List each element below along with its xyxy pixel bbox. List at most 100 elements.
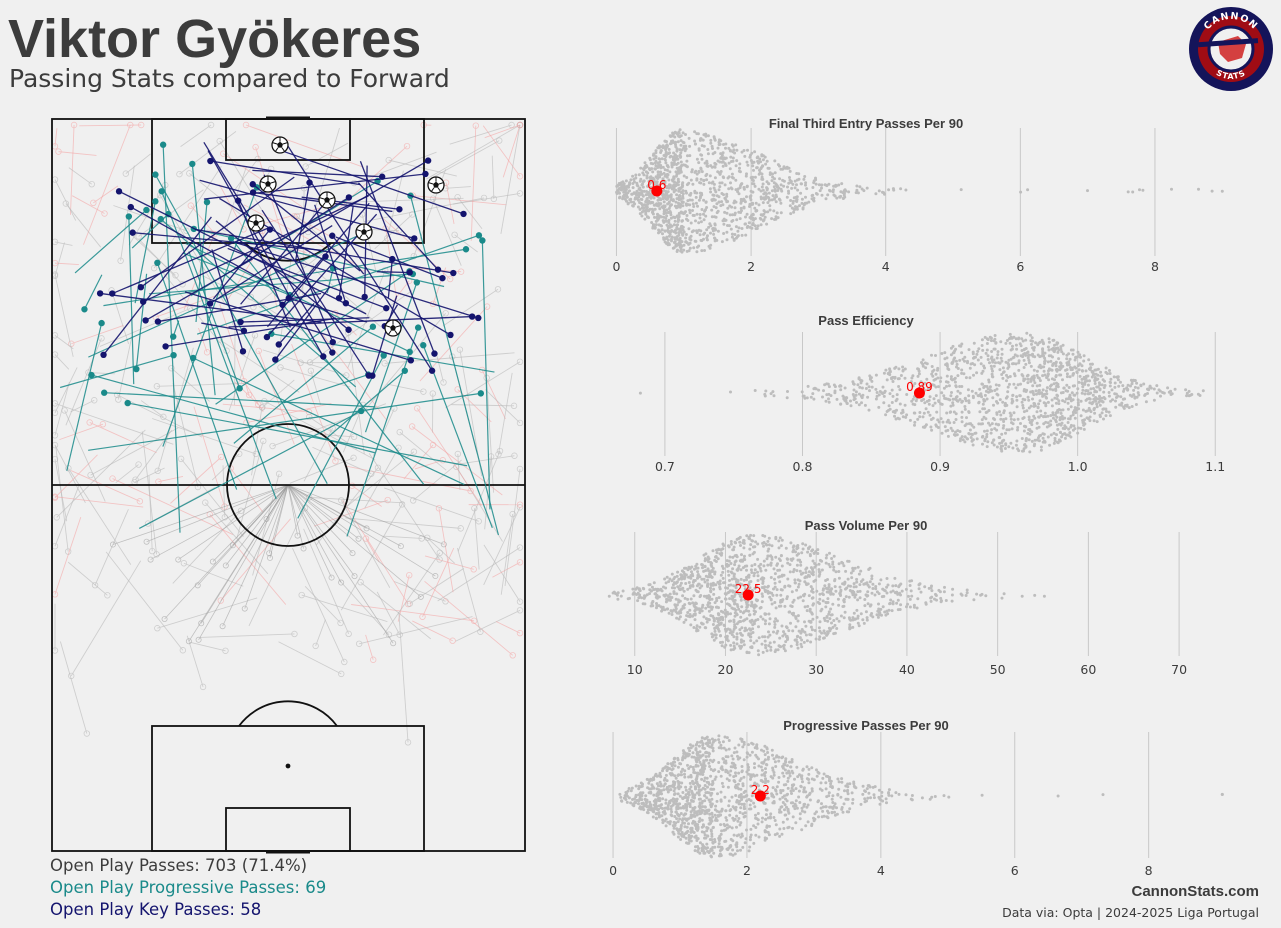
completed-pass (304, 585, 344, 627)
kickoff-pass (287, 484, 307, 552)
key-pass (284, 141, 436, 374)
unsuccessful-pass (109, 475, 234, 535)
progressive-pass (138, 407, 365, 529)
completed-pass (457, 547, 484, 635)
completed-pass (454, 450, 462, 490)
completed-pass (357, 579, 432, 640)
stat-progressive-passes: Open Play Progressive Passes: 69 (50, 878, 327, 897)
unsuccessful-pass (470, 122, 479, 241)
progressive-pass (189, 354, 465, 486)
unsuccessful-pass (495, 621, 524, 637)
kickoff-pass (161, 484, 289, 623)
unsuccessful-pass (70, 470, 144, 505)
completed-pass (344, 448, 418, 509)
key-pass (377, 269, 413, 276)
unsuccessful-pass (71, 195, 108, 217)
penalty-spot-bottom (285, 763, 291, 769)
data-source: Data via: Opta | 2024-2025 Liga Portugal (1002, 905, 1259, 920)
completed-pass (199, 630, 298, 638)
ball-icon (355, 223, 373, 241)
completed-pass (297, 359, 364, 366)
key-pass (301, 196, 403, 213)
completed-pass (385, 156, 457, 177)
progressive-pass (158, 188, 277, 500)
progressive-pass (196, 232, 483, 335)
player-value-label: 22.5 (735, 582, 762, 596)
key-pass (201, 322, 248, 335)
completed-pass (456, 452, 518, 465)
tick-label: 70 (1171, 662, 1187, 677)
kickoff-pass (287, 484, 362, 542)
stat-open-play-passes: Open Play Passes: 703 (71.4%) (50, 856, 308, 875)
completed-pass (115, 335, 133, 403)
center-circle (226, 423, 350, 547)
completed-pass (115, 461, 142, 484)
kickoff-pass (198, 484, 289, 627)
tick-label: 8 (1151, 259, 1159, 274)
unsuccessful-pass (59, 421, 107, 441)
completed-pass (87, 427, 179, 479)
kickoff-pass (109, 484, 289, 548)
swarm-chart-1: 0.6 Final Third Entry Passes Per 90 0 2 4 6 8 (612, 116, 1224, 274)
tick-label: 20 (718, 662, 734, 677)
progressive-pass (59, 351, 177, 389)
unsuccessful-pass (435, 505, 454, 593)
completed-pass (428, 137, 503, 180)
unsuccessful-pass (79, 121, 145, 129)
ball-icon (318, 191, 336, 209)
tick-label: 0 (609, 863, 617, 878)
progressive-pass (420, 342, 493, 529)
tick-label: 0.7 (655, 459, 675, 474)
kickoff-pass (287, 484, 370, 532)
key-pass (272, 286, 331, 363)
kickoff-pass (287, 484, 358, 580)
completed-pass (485, 389, 524, 427)
tick-label: 4 (877, 863, 885, 878)
key-pass (329, 232, 365, 275)
completed-pass (180, 121, 215, 147)
progressive-pass (88, 390, 485, 451)
swarm-chart-2: 0.89 Pass Efficiency 0.7 0.8 0.9 1.0 1.1 (638, 313, 1225, 474)
completed-pass (172, 507, 245, 584)
unsuccessful-pass (408, 423, 503, 496)
unsuccessful-pass (413, 405, 482, 506)
unsuccessful-pass (344, 465, 474, 495)
key-pass (142, 258, 253, 324)
page-subtitle: Passing Stats compared to Forward (9, 64, 450, 93)
completed-pass (500, 510, 516, 595)
completed-pass (306, 494, 405, 504)
completed-pass (445, 358, 524, 409)
tick-label: 1.1 (1205, 459, 1225, 474)
completed-pass (495, 372, 513, 458)
completed-pass (154, 347, 194, 475)
pass-map-background-passes (51, 121, 524, 746)
key-pass (96, 290, 322, 323)
key-pass (199, 179, 418, 242)
key-pass (203, 141, 336, 356)
tick-label: 0.8 (793, 459, 813, 474)
completed-pass (452, 190, 524, 205)
chart-title: Final Third Entry Passes Per 90 (769, 116, 963, 131)
player-marker (742, 589, 754, 601)
progressive-pass (170, 320, 180, 340)
key-pass (249, 181, 361, 272)
tick-label: 0 (612, 259, 620, 274)
key-pass (387, 255, 396, 299)
swarm-points (607, 533, 1046, 657)
swarm-points (615, 128, 1224, 254)
kickoff-pass (175, 484, 289, 563)
progressive-pass (189, 160, 216, 396)
completed-pass (278, 641, 345, 678)
cannon-stats-logo: CANNON STATS (1189, 7, 1273, 91)
progressive-pass (81, 274, 103, 313)
key-pass (184, 291, 415, 364)
completed-pass (148, 475, 156, 555)
logo-bottom-text: STATS (1215, 68, 1247, 81)
progressive-pass (154, 259, 238, 490)
brand-name: CannonStats.com (1131, 883, 1259, 900)
key-pass (207, 157, 361, 186)
completed-pass (386, 383, 427, 395)
completed-pass (409, 459, 462, 504)
completed-pass (122, 153, 151, 177)
progressive-pass (124, 399, 468, 467)
